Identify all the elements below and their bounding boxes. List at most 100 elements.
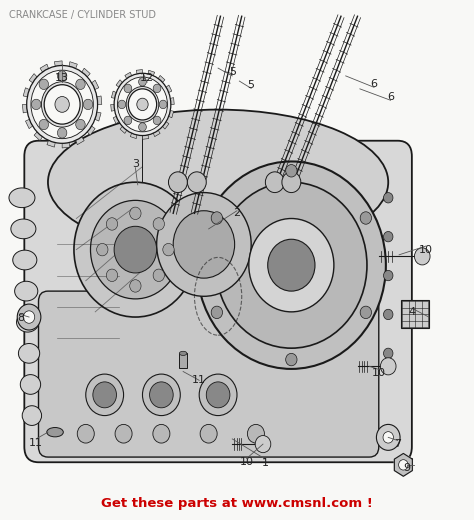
Circle shape: [360, 212, 372, 224]
Ellipse shape: [47, 427, 64, 437]
Polygon shape: [170, 98, 174, 105]
Circle shape: [216, 182, 367, 348]
Circle shape: [153, 218, 164, 230]
Circle shape: [31, 70, 93, 139]
Polygon shape: [394, 453, 412, 476]
Circle shape: [77, 424, 94, 443]
Text: 7: 7: [394, 439, 401, 449]
Circle shape: [268, 239, 315, 291]
Circle shape: [255, 436, 271, 453]
Polygon shape: [166, 85, 172, 93]
Circle shape: [383, 432, 393, 443]
Circle shape: [86, 374, 124, 415]
Polygon shape: [40, 64, 48, 72]
Text: Get these parts at www.cmsnl.com !: Get these parts at www.cmsnl.com !: [101, 497, 373, 510]
Circle shape: [150, 382, 173, 408]
Text: 1: 1: [262, 458, 269, 469]
Ellipse shape: [22, 406, 42, 425]
Circle shape: [137, 98, 148, 111]
Circle shape: [39, 119, 48, 129]
Ellipse shape: [48, 110, 388, 255]
Text: 13: 13: [55, 73, 69, 84]
Circle shape: [383, 192, 393, 203]
Circle shape: [106, 269, 118, 281]
Circle shape: [206, 382, 230, 408]
Circle shape: [153, 84, 161, 93]
Polygon shape: [111, 105, 115, 111]
Polygon shape: [23, 88, 29, 97]
Ellipse shape: [9, 188, 35, 207]
Bar: [179, 354, 187, 368]
Text: 10: 10: [419, 244, 433, 255]
Circle shape: [173, 211, 235, 278]
Polygon shape: [55, 61, 62, 66]
Polygon shape: [22, 105, 27, 113]
Circle shape: [23, 311, 35, 323]
Text: 9: 9: [403, 463, 410, 474]
Polygon shape: [113, 116, 119, 124]
Text: 4: 4: [408, 307, 415, 317]
Circle shape: [57, 71, 67, 81]
Circle shape: [282, 172, 301, 192]
Circle shape: [39, 79, 48, 89]
Circle shape: [247, 424, 264, 443]
Circle shape: [197, 162, 386, 369]
Polygon shape: [82, 68, 90, 77]
Polygon shape: [153, 131, 160, 137]
Circle shape: [115, 424, 132, 443]
Circle shape: [156, 192, 251, 296]
Polygon shape: [120, 126, 127, 134]
Ellipse shape: [20, 374, 41, 394]
Circle shape: [153, 116, 161, 125]
Polygon shape: [125, 72, 132, 79]
Text: 11: 11: [192, 375, 206, 385]
Ellipse shape: [17, 313, 39, 332]
Text: 6: 6: [387, 92, 394, 101]
Bar: [401, 300, 429, 329]
Circle shape: [17, 304, 41, 330]
Circle shape: [91, 200, 180, 299]
Circle shape: [106, 218, 118, 230]
Circle shape: [138, 123, 146, 132]
Circle shape: [31, 99, 41, 110]
Circle shape: [399, 460, 408, 470]
Circle shape: [128, 89, 156, 120]
Polygon shape: [95, 112, 101, 121]
Circle shape: [130, 280, 141, 292]
Polygon shape: [76, 137, 84, 145]
Circle shape: [118, 100, 126, 109]
Circle shape: [286, 164, 297, 177]
Circle shape: [97, 243, 108, 256]
Text: 3: 3: [132, 159, 139, 169]
Circle shape: [163, 243, 174, 256]
Polygon shape: [47, 140, 55, 147]
Ellipse shape: [179, 352, 187, 356]
Text: 10: 10: [239, 457, 254, 467]
Polygon shape: [137, 70, 143, 74]
Circle shape: [200, 424, 217, 443]
Text: 2: 2: [233, 209, 241, 218]
Polygon shape: [91, 80, 99, 89]
Text: 12: 12: [140, 73, 154, 84]
Polygon shape: [169, 110, 173, 118]
FancyBboxPatch shape: [38, 291, 379, 457]
Text: 8: 8: [17, 313, 24, 323]
Polygon shape: [87, 126, 95, 135]
Polygon shape: [62, 142, 70, 148]
Text: 11: 11: [29, 437, 43, 448]
Circle shape: [187, 172, 206, 192]
Circle shape: [383, 348, 393, 358]
Polygon shape: [163, 122, 169, 129]
Circle shape: [130, 207, 141, 219]
Circle shape: [42, 82, 83, 127]
Circle shape: [286, 354, 297, 366]
Circle shape: [124, 84, 132, 93]
Circle shape: [27, 66, 98, 144]
Circle shape: [265, 172, 284, 192]
Text: 10: 10: [372, 368, 386, 378]
Circle shape: [414, 248, 430, 265]
Polygon shape: [148, 70, 155, 76]
Circle shape: [199, 374, 237, 415]
Ellipse shape: [18, 344, 40, 363]
Ellipse shape: [15, 281, 38, 301]
